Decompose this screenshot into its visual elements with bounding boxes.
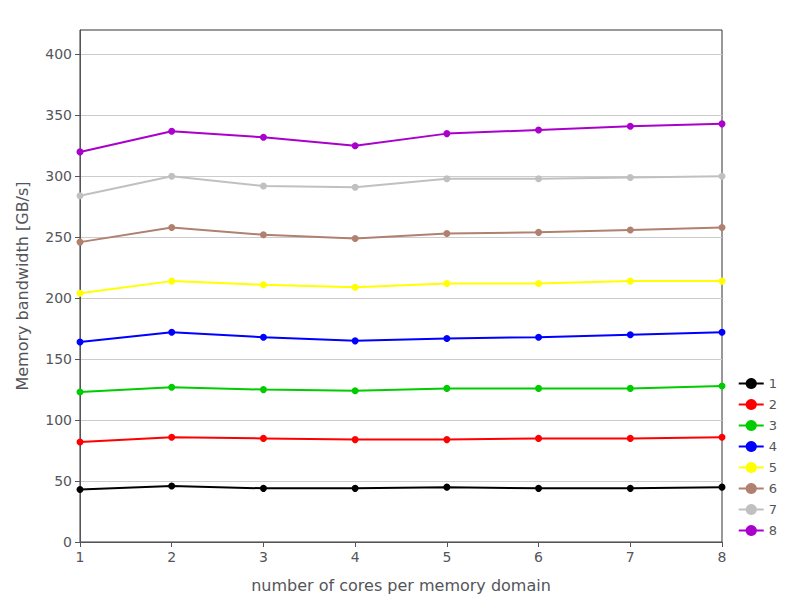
svg-text:0: 0 — [63, 534, 72, 550]
svg-text:2: 2 — [167, 549, 176, 565]
svg-text:3: 3 — [769, 418, 777, 433]
svg-text:1: 1 — [769, 376, 777, 391]
svg-text:2: 2 — [769, 397, 777, 412]
svg-text:6: 6 — [769, 481, 777, 496]
svg-text:6: 6 — [534, 549, 543, 565]
svg-text:4: 4 — [351, 549, 360, 565]
svg-text:400: 400 — [45, 46, 72, 62]
svg-text:1: 1 — [76, 549, 85, 565]
svg-text:8: 8 — [718, 549, 727, 565]
svg-text:8: 8 — [769, 523, 777, 538]
svg-text:200: 200 — [45, 290, 72, 306]
svg-text:4: 4 — [769, 439, 777, 454]
svg-text:3: 3 — [259, 549, 268, 565]
svg-text:100: 100 — [45, 412, 72, 428]
svg-text:150: 150 — [45, 351, 72, 367]
svg-text:number of cores per memory dom: number of cores per memory domain — [251, 576, 551, 595]
svg-text:50: 50 — [54, 473, 72, 489]
svg-text:7: 7 — [626, 549, 635, 565]
svg-text:350: 350 — [45, 107, 72, 123]
svg-text:300: 300 — [45, 168, 72, 184]
svg-text:250: 250 — [45, 229, 72, 245]
svg-text:7: 7 — [769, 502, 777, 517]
svg-text:Memory bandwidth [GB/s]: Memory bandwidth [GB/s] — [13, 181, 32, 390]
svg-text:5: 5 — [442, 549, 451, 565]
svg-text:5: 5 — [769, 460, 777, 475]
